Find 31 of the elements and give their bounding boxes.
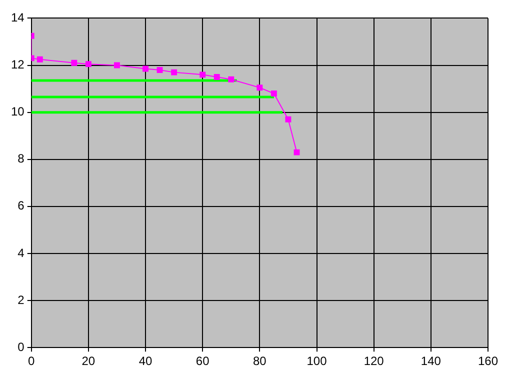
point xyxy=(71,60,78,66)
point xyxy=(294,149,300,156)
y-tick-label: 4 xyxy=(18,246,25,260)
y-tick-label: 0 xyxy=(18,340,25,354)
y-tick-label: 14 xyxy=(10,10,25,25)
x-tick-label: 100 xyxy=(306,354,328,368)
point xyxy=(156,66,163,73)
point xyxy=(200,72,206,78)
x-tick-label: 80 xyxy=(252,354,267,368)
y-tick-label: 10 xyxy=(10,104,25,119)
y-tick-label: 2 xyxy=(18,292,25,307)
x-tick-label: 0 xyxy=(28,354,36,368)
point xyxy=(270,90,277,96)
x-tick-label: 120 xyxy=(364,354,384,368)
y-tick-label: 12 xyxy=(10,58,25,72)
point xyxy=(114,62,120,68)
x-tick-label: 60 xyxy=(196,354,210,368)
y-tick-label: 8 xyxy=(18,152,25,166)
point xyxy=(285,116,292,122)
y-tick-label: 6 xyxy=(18,198,25,213)
point xyxy=(256,84,263,91)
point xyxy=(228,76,234,82)
point xyxy=(214,74,220,80)
x-tick-label: 160 xyxy=(478,354,498,368)
x-tick-label: 40 xyxy=(138,354,153,368)
point xyxy=(142,66,148,72)
x-tick-label: 140 xyxy=(420,354,442,368)
point xyxy=(36,56,43,62)
point xyxy=(85,61,92,68)
point xyxy=(171,69,178,76)
x-tick-label: 20 xyxy=(82,354,96,368)
